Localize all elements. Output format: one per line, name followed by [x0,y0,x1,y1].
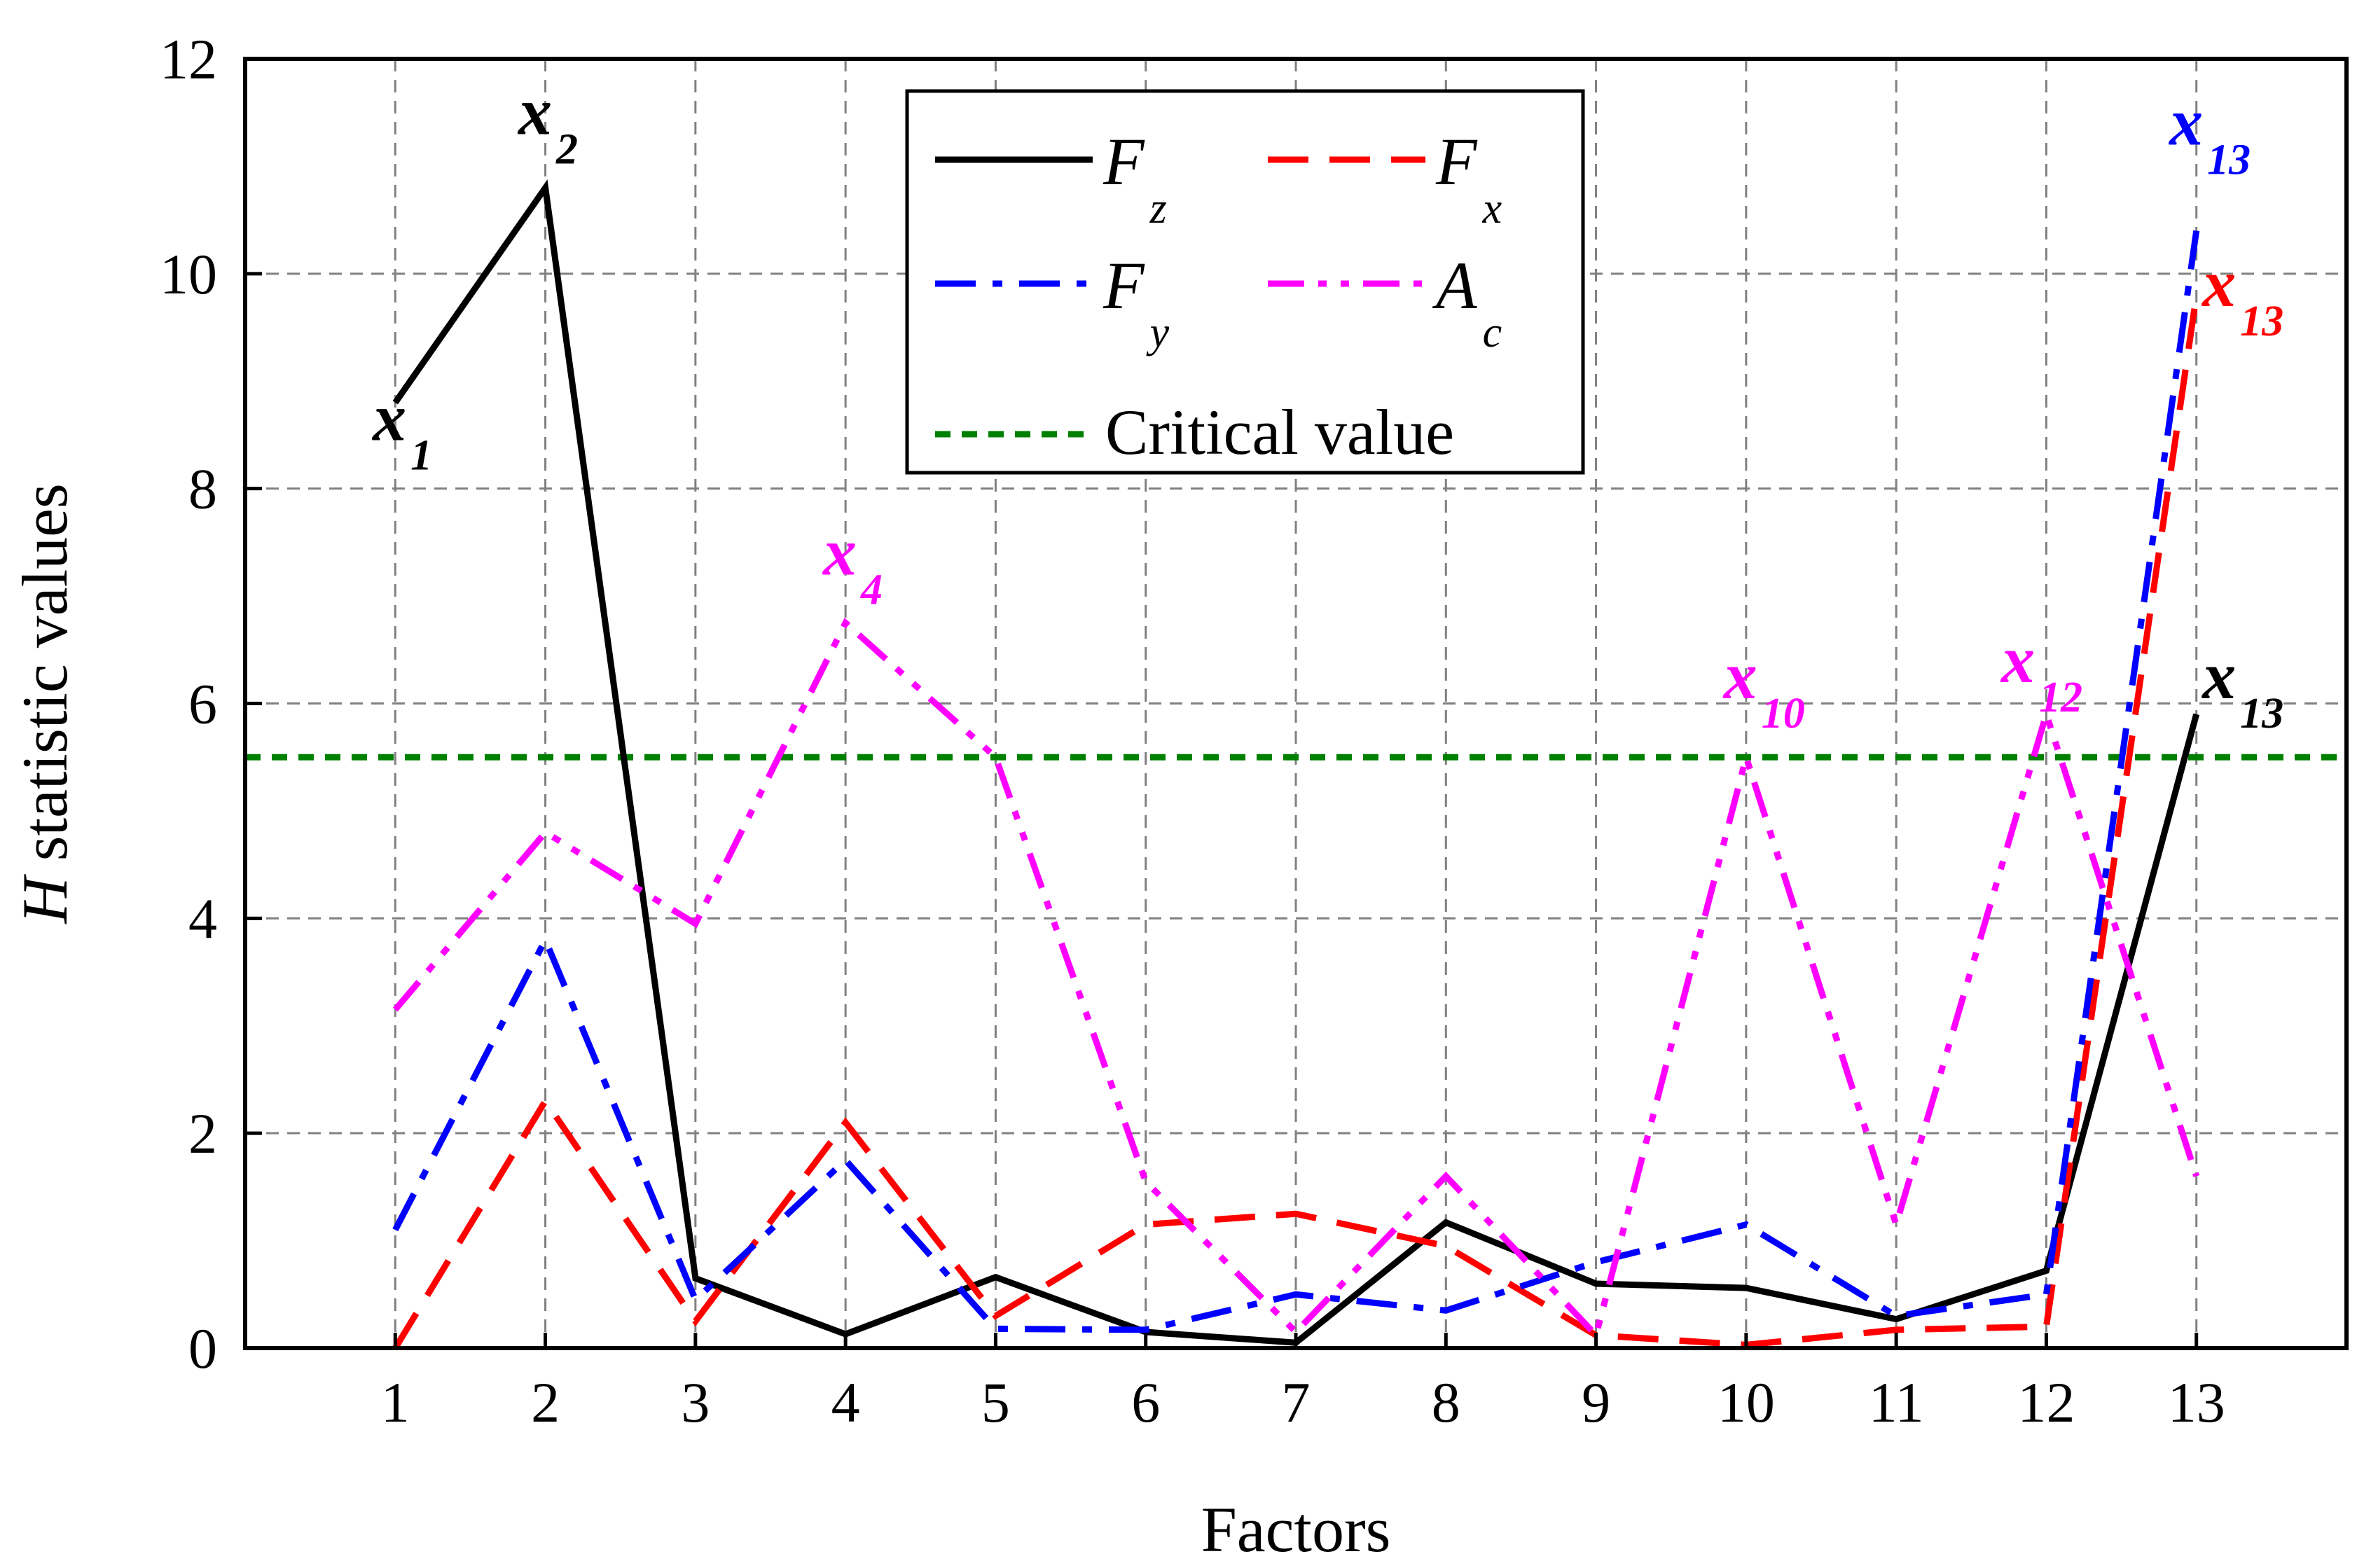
legend-label: Fx [1435,124,1502,233]
x-tick-label: 8 [1432,1371,1460,1434]
annotation-subscript: 12 [2039,674,2082,721]
x-tick-label: 5 [981,1371,1010,1434]
y-axis-title-text: statistic values [9,483,81,877]
annotation-subscript: 13 [2240,690,2283,737]
y-tick-label: 4 [188,887,217,950]
annotation-subscript: 13 [2240,298,2283,345]
annotation-subscript: 4 [860,566,883,613]
legend-label-symbol: F [1103,248,1145,323]
annotation-label: x1 [371,380,432,480]
annotation-subscript: 1 [410,432,432,480]
annotation-label: x4 [822,514,883,613]
annotation-label: x10 [1722,638,1805,737]
annotation-main: x [2201,638,2236,713]
legend-label-symbol: F [1103,124,1145,199]
legend-label-subscript: y [1146,309,1170,356]
grid [245,59,2346,1348]
y-tick-label: 10 [160,242,217,306]
annotation-label: x13 [2201,246,2283,345]
annotation-main: x [517,74,552,148]
y-tick-label: 8 [188,457,217,521]
x-tick-label: 3 [681,1371,710,1434]
x-tick-label: 4 [831,1371,860,1434]
annotation-subscript: 13 [2207,137,2251,184]
legend-label-symbol: A [1432,248,1477,323]
y-axis-title: H statistic values [9,483,81,924]
series-line-c-a [392,618,2199,1342]
annotation-main: x [2201,246,2236,321]
x-tick-label: 2 [531,1371,560,1434]
x-tick-label: 9 [1582,1371,1610,1434]
legend-label-subscript: z [1149,185,1167,233]
series-line-y-f [392,230,2200,1333]
legend-label: Fz [1103,124,1167,233]
annotation-main: x [2168,85,2203,160]
annotation-label: x13 [2168,85,2251,184]
legend-label: Ac [1432,248,1502,356]
annotation-label: x2 [517,74,578,173]
annotation-main: x [1722,638,1757,713]
series-line-x-f [392,294,2200,1350]
x-tick-label: 1 [381,1371,410,1434]
annotation-main: x [822,514,857,589]
legend-label-symbol: F [1435,124,1478,199]
x-tick-label: 7 [1282,1371,1311,1434]
x-axis-title: Factors [1201,1494,1391,1565]
annotation-subscript: 10 [1762,690,1805,737]
y-tick-label: 0 [188,1317,217,1380]
annotation-label: x13 [2201,638,2283,737]
y-tick-label: 12 [160,27,217,91]
annotation-main: x [2000,622,2035,697]
annotation-main: x [371,380,406,455]
legend-label-subscript: c [1483,309,1502,356]
x-tick-label: 13 [2168,1371,2225,1434]
legend-label: Fy [1103,248,1170,356]
x-tick-label: 12 [2017,1371,2075,1434]
annotation-subscript: 2 [555,125,578,173]
y-tick-label: 6 [188,672,217,736]
y-tick-label: 2 [188,1102,217,1165]
x-tick-label: 11 [1869,1371,1924,1434]
annotation-label: x12 [2000,622,2082,721]
x-tick-label: 10 [1717,1371,1775,1434]
legend-label-critical-value: Critical value [1105,396,1454,468]
legend-label-subscript: x [1482,185,1502,233]
x-tick-label: 6 [1131,1371,1160,1434]
y-axis-title-symbol: H [9,874,81,924]
